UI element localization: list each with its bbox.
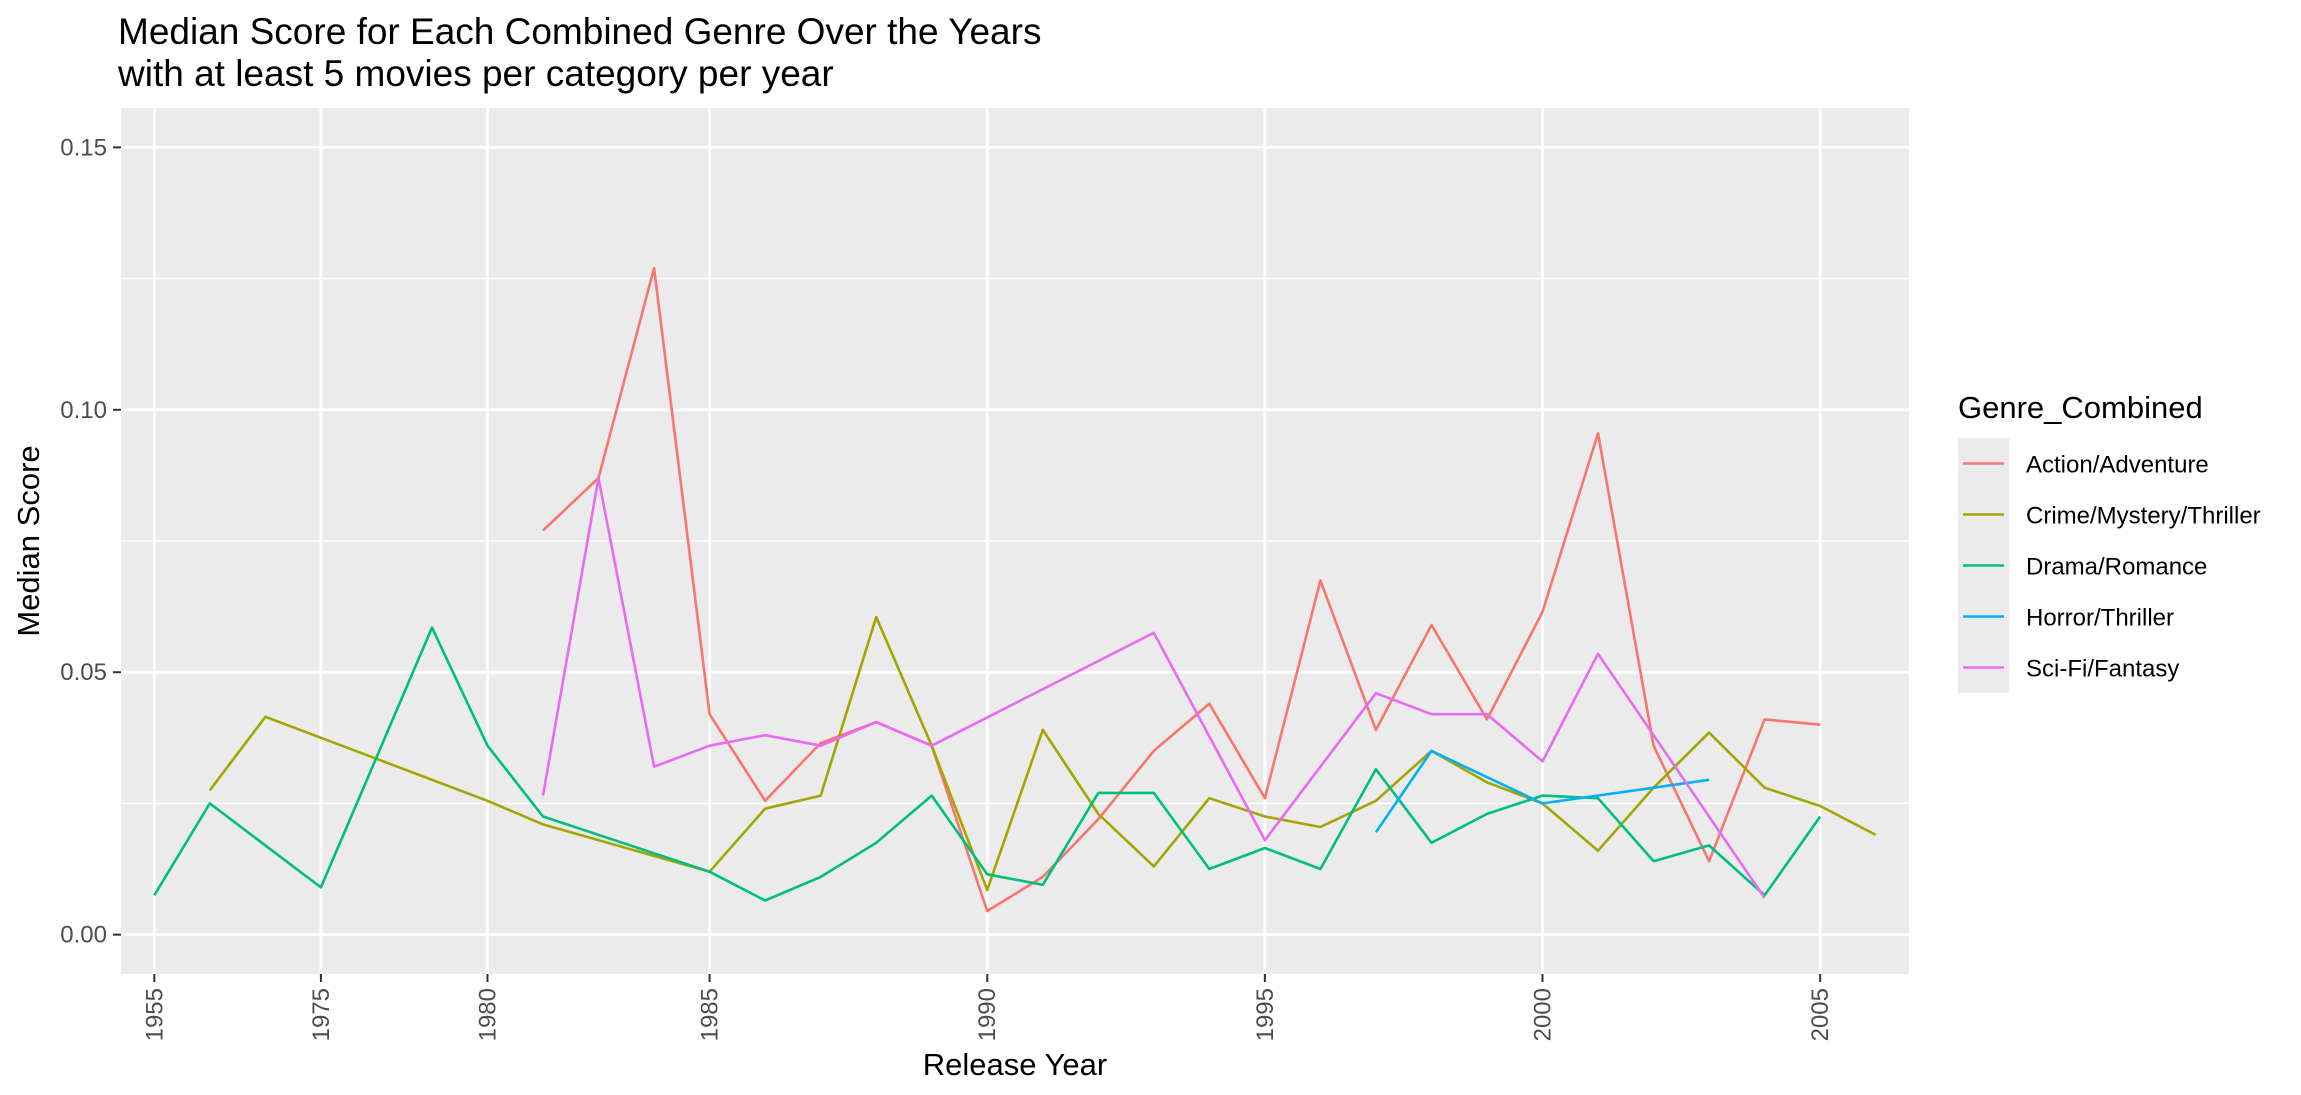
legend: Genre_Combined Action/Adventure Crime/Mys… — [1958, 390, 2261, 693]
legend-label: Sci-Fi/Fantasy — [2026, 656, 2179, 683]
y-axis-title: Median Score — [11, 445, 46, 636]
x-axis: 1955 1975 1980 1985 1990 1995 2000 2005 — [141, 974, 1834, 1041]
legend-keys: Action/Adventure Crime/Mystery/Thriller Dr… — [1958, 438, 2261, 693]
x-tick-label: 1975 — [308, 988, 335, 1041]
x-axis-title: Release Year — [923, 1047, 1107, 1082]
x-tick-label: 1990 — [974, 988, 1001, 1041]
legend-title: Genre_Combined — [1958, 390, 2203, 425]
legend-label: Drama/Romance — [2026, 554, 2207, 581]
series-lines — [153, 266, 1877, 913]
legend-label: Action/Adventure — [2026, 452, 2209, 479]
legend-label: Crime/Mystery/Thriller — [2026, 503, 2261, 530]
x-tick-label: 1955 — [141, 988, 168, 1041]
x-tick-label: 2005 — [1807, 988, 1834, 1041]
series-line-action-adventure — [542, 266, 1821, 913]
x-tick-label: 1995 — [1252, 988, 1279, 1041]
y-tick-label: 0.05 — [60, 659, 107, 686]
series-line-sci-fi-fantasy — [541, 476, 1766, 899]
chart-title: Median Score for Each Combined Genre Ove… — [118, 11, 1041, 52]
x-tick-label: 2000 — [1530, 988, 1557, 1041]
x-tick-label: 1980 — [474, 988, 501, 1041]
x-tick-label: 1985 — [697, 988, 724, 1041]
legend-label: Horror/Thriller — [2026, 605, 2174, 632]
chart-subtitle: with at least 5 movies per category per … — [117, 53, 834, 94]
y-tick-label: 0.15 — [60, 134, 107, 161]
y-axis: 0.00 0.05 0.10 0.15 — [60, 134, 121, 949]
y-tick-label: 0.10 — [60, 397, 107, 424]
series-line-horror-thriller — [1374, 749, 1710, 834]
major-gridlines — [121, 108, 1909, 974]
minor-gridlines — [121, 277, 1909, 805]
y-tick-label: 0.00 — [60, 922, 107, 949]
